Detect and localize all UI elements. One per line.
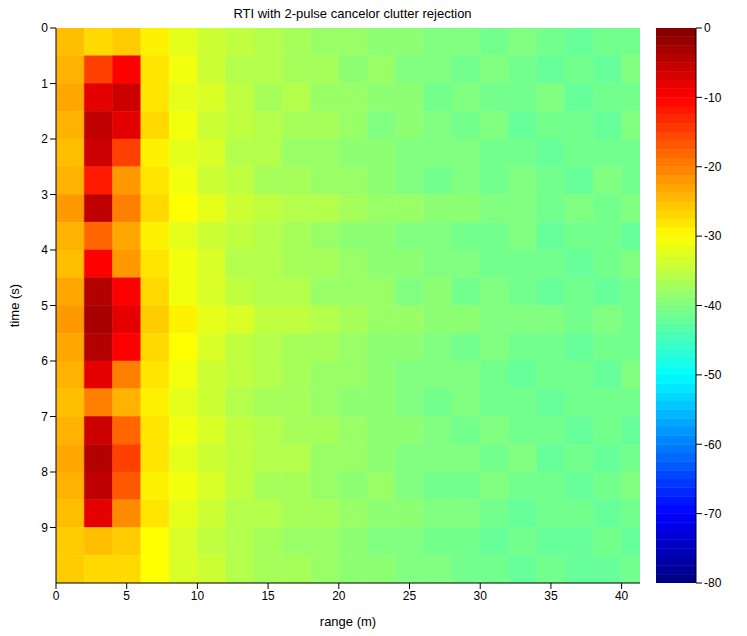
svg-text:-80: -80 bbox=[704, 576, 722, 590]
svg-text:7: 7 bbox=[41, 410, 48, 424]
svg-text:35: 35 bbox=[544, 589, 558, 603]
svg-text:15: 15 bbox=[261, 589, 275, 603]
svg-text:-40: -40 bbox=[704, 299, 722, 313]
svg-text:9: 9 bbox=[41, 521, 48, 535]
svg-text:0: 0 bbox=[704, 21, 711, 35]
svg-text:30: 30 bbox=[474, 589, 488, 603]
svg-text:6: 6 bbox=[41, 354, 48, 368]
svg-text:-60: -60 bbox=[704, 438, 722, 452]
svg-text:8: 8 bbox=[41, 465, 48, 479]
svg-text:4: 4 bbox=[41, 243, 48, 257]
svg-text:5: 5 bbox=[41, 299, 48, 313]
svg-text:-10: -10 bbox=[704, 91, 722, 105]
svg-text:20: 20 bbox=[332, 589, 346, 603]
svg-text:-70: -70 bbox=[704, 507, 722, 521]
svg-text:25: 25 bbox=[403, 589, 417, 603]
svg-text:range (m): range (m) bbox=[320, 614, 376, 629]
svg-text:5: 5 bbox=[123, 589, 130, 603]
svg-text:-50: -50 bbox=[704, 368, 722, 382]
svg-text:0: 0 bbox=[41, 21, 48, 35]
svg-text:1: 1 bbox=[41, 77, 48, 91]
svg-text:-20: -20 bbox=[704, 160, 722, 174]
svg-text:0: 0 bbox=[53, 589, 60, 603]
html-text:RTI with 2-pulse cancelor clut: RTI with 2-pulse cancelor clutter reject… bbox=[233, 6, 472, 21]
svg-text:time (s): time (s) bbox=[7, 284, 22, 327]
svg-text:10: 10 bbox=[191, 589, 205, 603]
svg-text:3: 3 bbox=[41, 188, 48, 202]
svg-text:40: 40 bbox=[615, 589, 629, 603]
svg-text:-30: -30 bbox=[704, 229, 722, 243]
svg-text:2: 2 bbox=[41, 132, 48, 146]
